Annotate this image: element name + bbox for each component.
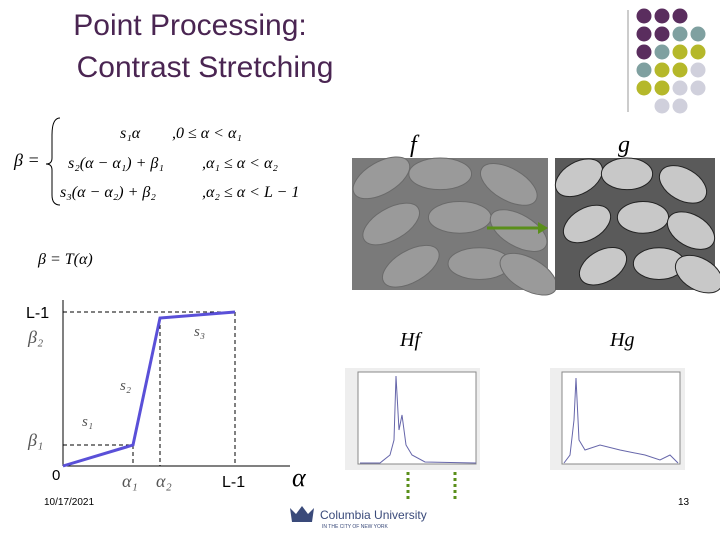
shape [690,44,706,60]
input-image [352,156,558,296]
input-histogram [345,368,480,470]
shape [616,201,670,234]
shape [654,8,670,24]
arrow-head [538,222,548,234]
axes [62,300,290,467]
shape [636,8,652,24]
shape [654,98,670,114]
shape [672,26,688,42]
shape [427,201,492,234]
guides [63,311,236,466]
shape [672,98,688,114]
shape [636,80,652,96]
shape [654,26,670,42]
shape [408,157,473,191]
title: Contrast Stretching [77,51,334,84]
case-cond: ,α₂ ≤ α < L − 1 [202,184,299,201]
shape [636,62,652,78]
case-cond: ,0 ≤ α < α₁ [172,125,242,142]
brace [45,117,61,206]
shape [690,26,706,42]
s1: s₁ [82,414,93,430]
shape [672,44,688,60]
shape [489,209,548,252]
shape [658,165,708,204]
shape [554,158,604,198]
shape [672,80,688,96]
logo: Columbia University [320,508,427,522]
case-expr: s₂(α − α₁) + β₁ [68,155,164,172]
x-max: L-1 [222,474,245,491]
date: 10/17/2021 [44,497,94,508]
output-histogram [550,368,685,470]
shape [636,26,652,42]
shape [480,163,538,206]
shape [636,44,652,60]
s2: s₂ [120,378,131,394]
output-image [554,157,720,294]
shape [654,62,670,78]
alpha1: α₁ [122,471,138,491]
shape [562,204,612,244]
shape [672,62,688,78]
decoration [636,8,706,114]
logo-sub: IN THE CITY OF NEW YORK [322,524,389,530]
hist-label: Hg [609,329,634,351]
shape [578,246,628,286]
shape [352,156,411,200]
case-cond: ,α₁ ≤ α < α₂ [202,155,278,172]
shape [362,202,420,246]
title: Point Processing: [73,9,306,42]
shape [654,44,670,60]
case-expr: s₃(α − α₂) + β₂ [60,184,156,201]
shape [672,8,688,24]
x-axis-label: α [292,463,307,492]
range-markers [406,472,457,502]
image-label: f [410,132,420,158]
function-label: β = T(α) [37,251,93,268]
s3: s₃ [194,324,205,340]
shape [600,157,654,191]
case-expr: s₁α [120,125,141,142]
beta2: β₂ [27,327,43,347]
page-number: 13 [678,497,690,508]
y-max: L-1 [26,305,49,322]
transfer-curve [62,310,236,468]
origin: 0 [52,467,60,484]
equation-lhs: β = [13,150,40,170]
crown [290,506,314,522]
image-label: g [618,132,630,158]
shape [690,62,706,78]
shape [674,254,720,294]
beta1: β₁ [27,430,43,450]
shape [654,80,670,96]
shape [690,80,706,96]
shape [666,211,716,250]
shape [382,244,440,288]
alpha2: α₂ [156,471,172,491]
hist-label: Hf [399,329,422,351]
